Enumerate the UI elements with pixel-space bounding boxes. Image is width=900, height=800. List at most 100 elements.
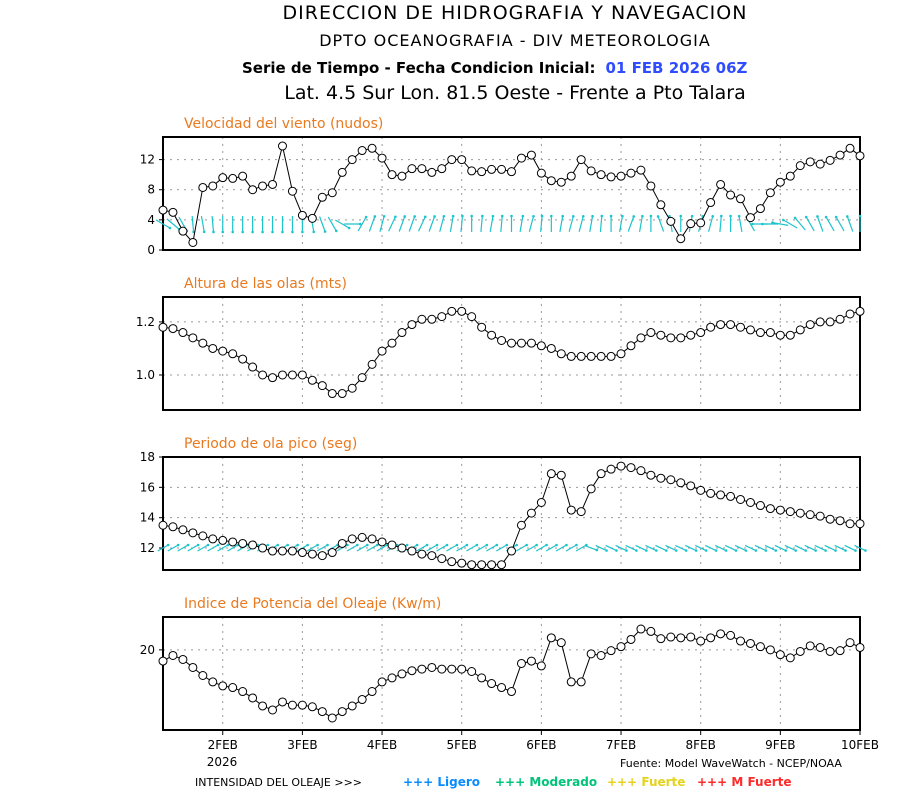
arrow-head	[655, 549, 658, 552]
data-point	[417, 664, 427, 674]
arrow-head	[475, 543, 479, 547]
data-point	[716, 179, 726, 189]
direction-arrow	[466, 544, 478, 552]
data-point	[307, 213, 317, 223]
data-point	[188, 333, 198, 343]
arrow-head	[495, 543, 499, 547]
y-tick-label: 0	[147, 243, 155, 257]
data-point	[706, 488, 716, 498]
panel-title: Indice de Potencia del Oleaje (Kw/m)	[184, 596, 441, 612]
direction-arrow	[368, 216, 376, 232]
arrow-head	[364, 215, 368, 219]
data-point	[347, 701, 357, 711]
data-point	[297, 210, 307, 220]
data-point	[297, 548, 307, 558]
legend-label: INTENSIDAD DEL OLEAJE >>>	[195, 776, 362, 789]
arrow-head	[858, 214, 862, 218]
direction-arrow	[416, 544, 428, 552]
direction-arrow	[376, 544, 388, 552]
data-point	[277, 546, 287, 556]
arrow-head	[485, 543, 489, 547]
direction-arrow	[615, 544, 627, 552]
arrow-head	[525, 543, 528, 547]
arrow-head	[442, 214, 446, 218]
data-point	[775, 650, 785, 660]
arrow-head	[761, 222, 764, 226]
direction-arrow	[719, 215, 722, 233]
direction-arrow	[456, 544, 468, 552]
arrow-head	[844, 549, 847, 552]
data-point	[586, 351, 596, 361]
panel-frame	[162, 456, 861, 571]
y-tick-label: 1.0	[136, 368, 155, 382]
data-point	[606, 646, 616, 656]
data-point	[218, 535, 228, 545]
data-point	[795, 325, 805, 335]
arrow-head	[744, 549, 748, 552]
data-point	[686, 632, 696, 642]
data-point	[268, 546, 278, 556]
data-point	[158, 205, 168, 215]
data-point	[815, 159, 825, 169]
direction-arrow	[500, 215, 503, 233]
data-point	[457, 664, 467, 674]
y-tick-label: 4	[147, 213, 155, 227]
data-point	[317, 551, 327, 561]
arrow-head	[291, 230, 294, 234]
data-point	[457, 155, 467, 165]
arrow-head	[261, 230, 264, 234]
data-point	[855, 151, 865, 161]
data-point	[208, 181, 218, 191]
direction-arrow	[694, 544, 707, 552]
arrow-head	[784, 549, 788, 552]
data-point	[636, 624, 646, 634]
arrow-head	[635, 549, 638, 552]
arrow-head	[445, 543, 449, 547]
direction-arrow	[187, 544, 199, 552]
data-point	[815, 642, 825, 652]
arrow-head	[846, 215, 849, 218]
panel-title: Velocidad del viento (nudos)	[184, 116, 383, 132]
legend-m-fuerte: +++ M Fuerte	[697, 775, 792, 789]
arrow-head	[251, 230, 254, 234]
arrow-head	[326, 543, 329, 547]
data-point	[258, 370, 268, 380]
arrow-head	[186, 543, 190, 547]
direction-arrow	[825, 216, 835, 232]
x-tick-label: 7FEB	[606, 738, 636, 752]
data-point	[765, 328, 775, 338]
direction-arrow	[665, 544, 677, 552]
data-point	[158, 520, 168, 530]
x-tick-label: 6FEB	[526, 738, 556, 752]
data-point	[497, 560, 507, 570]
data-point	[636, 165, 646, 175]
data-point	[835, 516, 845, 526]
data-point	[188, 528, 198, 538]
data-point	[387, 673, 397, 683]
data-point	[327, 548, 337, 558]
x-axis-year: 2026	[207, 755, 238, 769]
data-point	[736, 636, 746, 646]
x-tick-label: 5FEB	[447, 738, 477, 752]
data-point	[477, 167, 487, 177]
arrow-head	[403, 215, 407, 218]
data-point	[805, 320, 815, 330]
direction-arrow	[436, 544, 448, 552]
direction-arrow	[794, 544, 806, 552]
data-point	[646, 470, 656, 480]
arrow-head	[572, 214, 575, 218]
data-point	[586, 649, 596, 659]
data-point	[238, 354, 248, 364]
data-point	[835, 646, 845, 656]
data-point	[467, 312, 477, 322]
data-point	[457, 558, 467, 568]
direction-arrow	[486, 544, 498, 552]
arrow-head	[395, 543, 399, 547]
data-point	[576, 677, 586, 687]
data-point	[755, 328, 765, 338]
data-point	[855, 519, 865, 529]
x-axis: 2026 2FEB 3FEB 4FEB 5FEB 6FEB 7FEB 8FEB 9FEB 10F…	[207, 730, 879, 769]
data-point	[785, 330, 795, 340]
arrow-head	[168, 226, 172, 230]
data-point	[497, 336, 507, 346]
